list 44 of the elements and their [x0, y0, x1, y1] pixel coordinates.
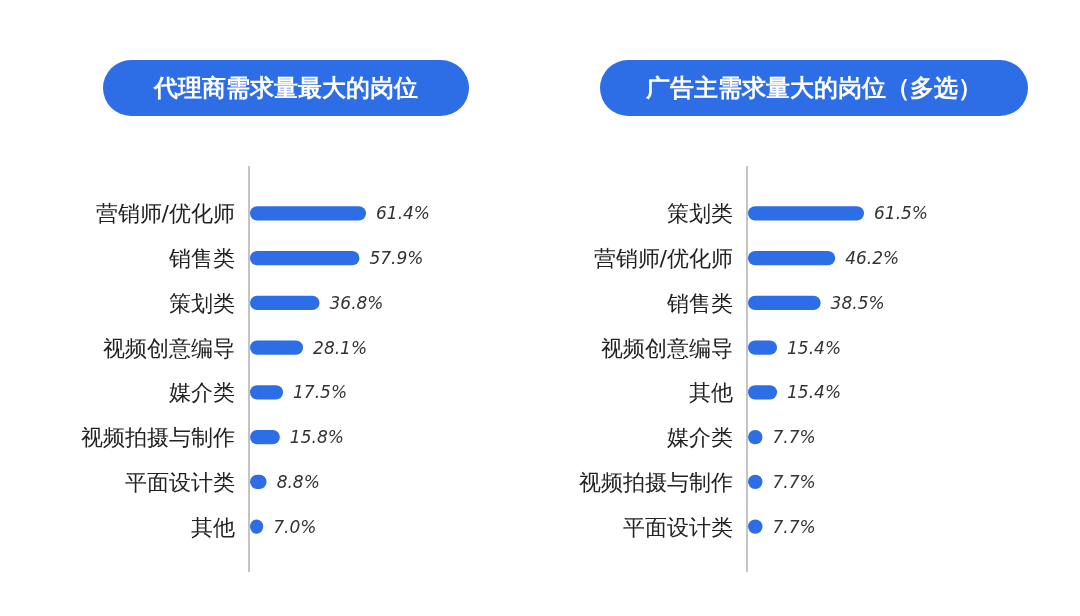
bar — [250, 340, 304, 355]
bar — [748, 206, 864, 221]
data-label: 57.9% — [369, 248, 424, 269]
chart-title: 代理商需求量最大的岗位 — [153, 74, 418, 102]
data-label: 36.8% — [329, 292, 384, 313]
y-tick-label: 平面设计类 — [125, 469, 235, 495]
chart-title: 广告主需求量大的岗位（多选） — [645, 74, 982, 102]
y-tick-label: 销售类 — [168, 246, 235, 272]
data-label: 7.7% — [772, 427, 816, 448]
data-label: 15.4% — [787, 382, 842, 403]
data-label: 7.7% — [772, 516, 816, 537]
bar — [748, 295, 821, 311]
y-tick-label: 视频创意编导 — [103, 335, 235, 361]
y-tick-label: 平面设计类 — [623, 514, 733, 540]
y-tick-label: 策划类 — [667, 201, 733, 227]
data-label: 61.4% — [376, 203, 431, 224]
data-label: 8.8% — [276, 471, 320, 492]
data-label: 17.5% — [293, 382, 348, 403]
bar — [250, 251, 360, 266]
y-tick-label: 媒介类 — [169, 380, 235, 406]
bar — [748, 340, 778, 355]
data-label: 38.5% — [830, 292, 885, 313]
y-tick-label: 其他 — [191, 514, 235, 540]
data-label: 7.7% — [772, 471, 816, 492]
bar — [250, 206, 366, 221]
data-label: 46.2% — [845, 248, 900, 269]
bar — [748, 251, 836, 266]
y-tick-label: 销售类 — [666, 290, 733, 316]
bar — [250, 295, 320, 311]
y-tick-label: 媒介类 — [667, 425, 733, 451]
data-label: 15.8% — [289, 427, 344, 448]
data-label: 15.4% — [787, 337, 842, 358]
y-tick-label: 其他 — [689, 380, 733, 406]
bar — [748, 385, 778, 400]
y-tick-label: 视频创意编导 — [601, 335, 733, 361]
bar — [250, 385, 284, 400]
y-tick-label: 营销师/优化师 — [593, 246, 733, 272]
y-tick-label: 视频拍摄与制作 — [81, 425, 235, 451]
data-label: 61.5% — [874, 203, 929, 224]
data-label: 7.0% — [273, 516, 317, 537]
y-tick-label: 视频拍摄与制作 — [579, 469, 733, 495]
data-label: 28.1% — [313, 337, 368, 358]
y-tick-label: 策划类 — [169, 290, 235, 316]
y-tick-label: 营销师/优化师 — [95, 201, 235, 227]
